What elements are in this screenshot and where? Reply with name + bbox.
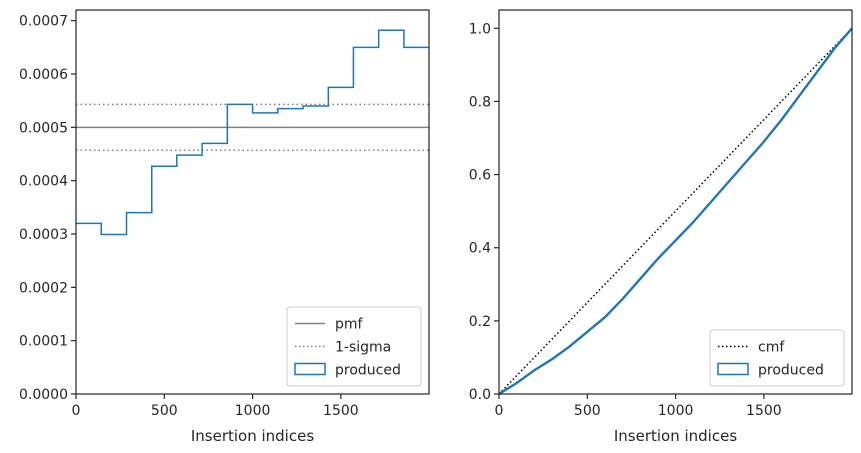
y-tick-label: 0.2 — [469, 314, 491, 330]
legend-label: cmf — [758, 340, 785, 356]
y-tick-label: 1.0 — [469, 21, 491, 37]
produced-histogram — [76, 29, 429, 236]
y-tick-label: 0.0004 — [19, 174, 68, 190]
legend-label: produced — [758, 363, 824, 379]
produced-cumulative-line — [498, 27, 853, 396]
x-tick-label: 500 — [574, 403, 601, 419]
pmf-chart-frame — [75, 9, 430, 395]
x-tick-label: 1000 — [658, 403, 694, 419]
legend-box — [286, 306, 422, 387]
x-tick-label: 1500 — [323, 403, 359, 419]
pmf-chart: 0.0000 0.0001 0.0002 0.0003 0.0004 0.0005 0.00… — [19, 9, 430, 445]
pmf-chart-x-axis-label: Insertion indices — [191, 427, 314, 445]
cmf-line — [498, 27, 853, 395]
y-tick-label: 0.0007 — [19, 14, 68, 30]
legend-box — [709, 329, 845, 387]
cmf-chart-y-ticks: 0.0 0.2 0.4 0.6 0.8 1.0 — [469, 21, 499, 403]
x-tick-label: 1500 — [746, 403, 782, 419]
cmf-chart-legend: cmf produced — [709, 329, 845, 387]
cmf-chart: 0.0 0.2 0.4 0.6 0.8 1.0 0 500 1000 1500 Insertio… — [469, 9, 853, 445]
legend-label: produced — [335, 363, 401, 379]
legend-label: 1-sigma — [335, 340, 391, 356]
y-tick-label: 0.4 — [469, 241, 491, 257]
legend-label: pmf — [335, 317, 364, 333]
y-tick-label: 0.0 — [469, 387, 491, 403]
x-tick-label: 0 — [72, 403, 81, 419]
x-tick-label: 1000 — [235, 403, 271, 419]
y-tick-label: 0.0005 — [19, 120, 68, 136]
pmf-chart-legend: pmf 1-sigma produced — [286, 306, 422, 387]
y-tick-label: 0.0002 — [19, 280, 68, 296]
cmf-chart-x-ticks: 0 500 1000 1500 — [495, 394, 782, 419]
y-tick-label: 0.6 — [469, 168, 491, 184]
y-tick-label: 0.0001 — [19, 334, 68, 350]
pmf-chart-y-ticks: 0.0000 0.0001 0.0002 0.0003 0.0004 0.0005 0.00… — [19, 14, 76, 403]
cmf-chart-frame — [498, 9, 853, 395]
x-tick-label: 500 — [151, 403, 178, 419]
x-tick-label: 0 — [495, 403, 504, 419]
cmf-chart-marks — [498, 27, 853, 396]
pmf-chart-x-ticks: 0 500 1000 1500 — [72, 394, 359, 419]
legend-key-produced — [717, 362, 749, 376]
y-tick-label: 0.0003 — [19, 227, 68, 243]
y-tick-label: 0.0006 — [19, 67, 68, 83]
cmf-chart-x-axis-label: Insertion indices — [614, 427, 737, 445]
y-tick-label: 0.8 — [469, 94, 491, 110]
pmf-chart-marks — [76, 29, 429, 236]
y-tick-label: 0.0000 — [19, 387, 68, 403]
legend-key-produced — [294, 362, 326, 376]
